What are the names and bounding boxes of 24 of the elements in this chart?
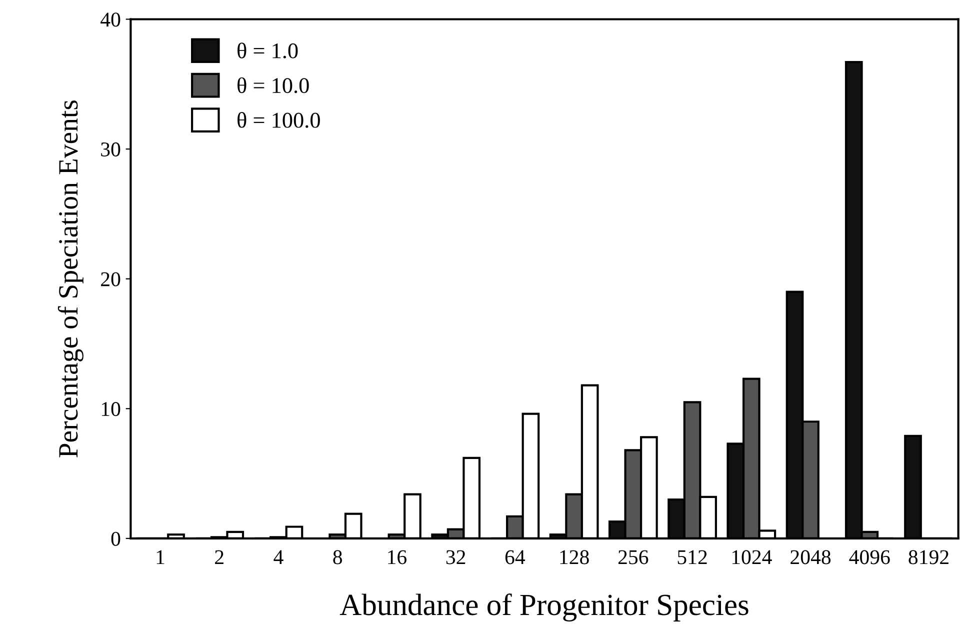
x-tick-label: 4 [274,550,284,564]
x-tick-label: 2 [215,550,224,564]
legend-label: θ = 1.0 [238,42,298,58]
x-tick-label: 4096 [849,550,890,564]
x-tick-label: 1 [156,550,164,564]
y-tick-label: 40 [100,12,120,27]
y-axis-title: Percentage of Speciation Events [58,100,84,458]
x-tick-label: 1024 [732,550,772,564]
x-tick-label: 32 [446,550,466,564]
y-tick-label: 20 [101,272,120,286]
x-tick-label: 128 [560,550,589,564]
legend-label: θ = 100.0 [238,112,320,128]
y-tick-label: 30 [101,142,120,156]
x-tick-label: 256 [618,550,648,564]
y-tick-label: 10 [102,402,120,416]
x-tick-label: 2048 [790,550,831,564]
y-tick-label: 0 [111,532,120,546]
x-tick-label: 8 [333,550,342,564]
x-tick-label: 512 [678,550,707,564]
x-axis-title: Abundance of Progenitor Species [340,593,748,622]
x-tick-label: 16 [388,550,406,564]
x-tick-label: 8192 [908,550,948,564]
x-tick-label: 64 [505,550,526,564]
legend-label: θ = 10.0 [238,77,309,94]
